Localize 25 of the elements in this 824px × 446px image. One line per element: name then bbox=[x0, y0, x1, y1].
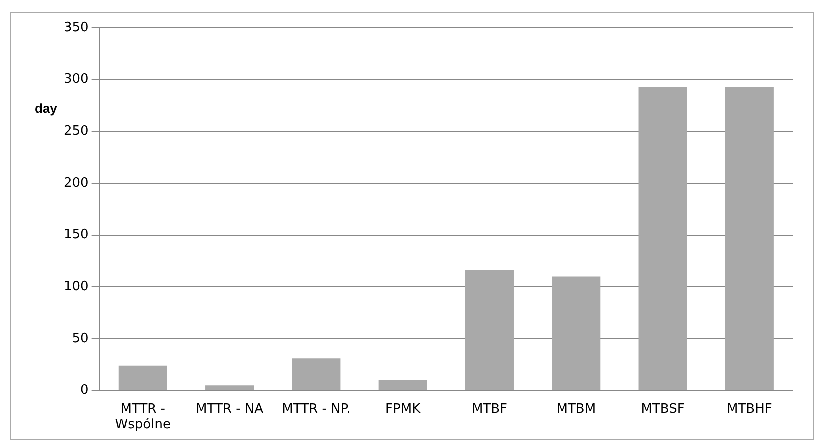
bar bbox=[378, 380, 428, 390]
bar bbox=[118, 366, 168, 390]
y-axis-title: day bbox=[35, 101, 58, 116]
x-tick-label: MTBSF bbox=[641, 402, 685, 417]
y-tick-label: 200 bbox=[64, 176, 89, 191]
bar bbox=[292, 358, 341, 390]
bar bbox=[206, 386, 254, 390]
bar bbox=[638, 87, 688, 390]
y-tick-label: 300 bbox=[64, 72, 89, 88]
y-tick-label: 250 bbox=[64, 124, 89, 140]
x-tick-label: MTBHF bbox=[727, 402, 772, 417]
x-tick-label: FPMK bbox=[386, 402, 422, 417]
y-tick-label: 100 bbox=[64, 280, 89, 295]
y-tick-label: 350 bbox=[64, 20, 89, 36]
bar bbox=[725, 87, 774, 390]
x-tick-label: MTTR - Wspólne bbox=[115, 402, 171, 433]
x-tick-label: MTTR - NA bbox=[196, 402, 264, 417]
x-tick-label: MTBF bbox=[472, 402, 508, 417]
x-tick-label: MTBM bbox=[556, 402, 596, 417]
y-tick-label: 0 bbox=[80, 383, 89, 398]
y-tick-label: 150 bbox=[64, 228, 89, 243]
y-tick-label: 50 bbox=[72, 331, 89, 346]
x-tick-label: MTTR - NP. bbox=[282, 402, 351, 417]
bar bbox=[552, 276, 601, 390]
bar bbox=[465, 270, 514, 390]
